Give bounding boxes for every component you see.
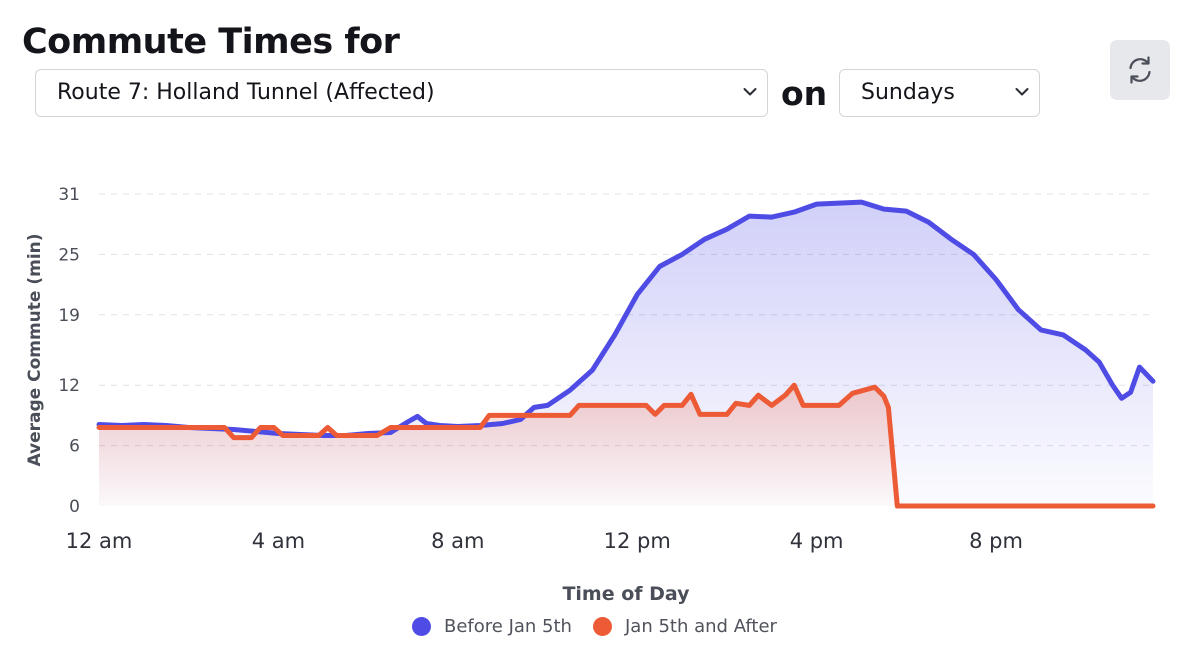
x-tick-label: 4 am bbox=[252, 529, 305, 553]
day-select[interactable]: Sundays bbox=[839, 69, 1040, 117]
legend-item-before[interactable]: Before Jan 5th bbox=[412, 616, 572, 637]
series-area-1 bbox=[99, 385, 1153, 506]
y-tick-label: 31 bbox=[58, 185, 80, 205]
y-axis-title: Average Commute (min) bbox=[25, 233, 45, 466]
series-line-1[interactable] bbox=[96, 382, 1156, 509]
legend-dot bbox=[593, 617, 612, 636]
chevron-down-icon bbox=[743, 88, 757, 96]
x-tick-label: 4 pm bbox=[790, 529, 844, 553]
y-tick-label: 6 bbox=[69, 437, 80, 457]
refresh-button[interactable] bbox=[1110, 40, 1170, 100]
x-axis-title: Time of Day bbox=[562, 583, 690, 605]
legend-label: Before Jan 5th bbox=[444, 616, 572, 637]
legend-item-after[interactable]: Jan 5th and After bbox=[593, 616, 777, 637]
x-tick-label: 12 am bbox=[66, 529, 133, 553]
legend-label: Jan 5th and After bbox=[625, 616, 777, 637]
y-tick-label: 0 bbox=[69, 497, 80, 517]
y-tick-label: 25 bbox=[58, 245, 80, 265]
y-tick-label: 19 bbox=[58, 306, 80, 326]
chevron-down-icon bbox=[1015, 88, 1029, 96]
y-tick-label: 12 bbox=[58, 376, 80, 396]
day-select-value: Sundays bbox=[861, 80, 955, 105]
page-title: Commute Times for bbox=[22, 22, 400, 62]
on-label: on bbox=[781, 74, 828, 113]
chart-legend: Before Jan 5th Jan 5th and After bbox=[0, 616, 1200, 640]
x-tick-label: 12 pm bbox=[604, 529, 671, 553]
route-select[interactable]: Route 7: Holland Tunnel (Affected) bbox=[35, 69, 768, 117]
refresh-icon bbox=[1129, 56, 1151, 84]
x-tick-label: 8 am bbox=[431, 529, 484, 553]
legend-dot bbox=[412, 617, 431, 636]
route-select-value: Route 7: Holland Tunnel (Affected) bbox=[57, 80, 435, 105]
x-tick-label: 8 pm bbox=[969, 529, 1023, 553]
commute-chart: 0 6 12 19 25 31 12 am 4 am 8 am 12 pm 4 pm 8 pm Av… bbox=[25, 185, 1156, 605]
